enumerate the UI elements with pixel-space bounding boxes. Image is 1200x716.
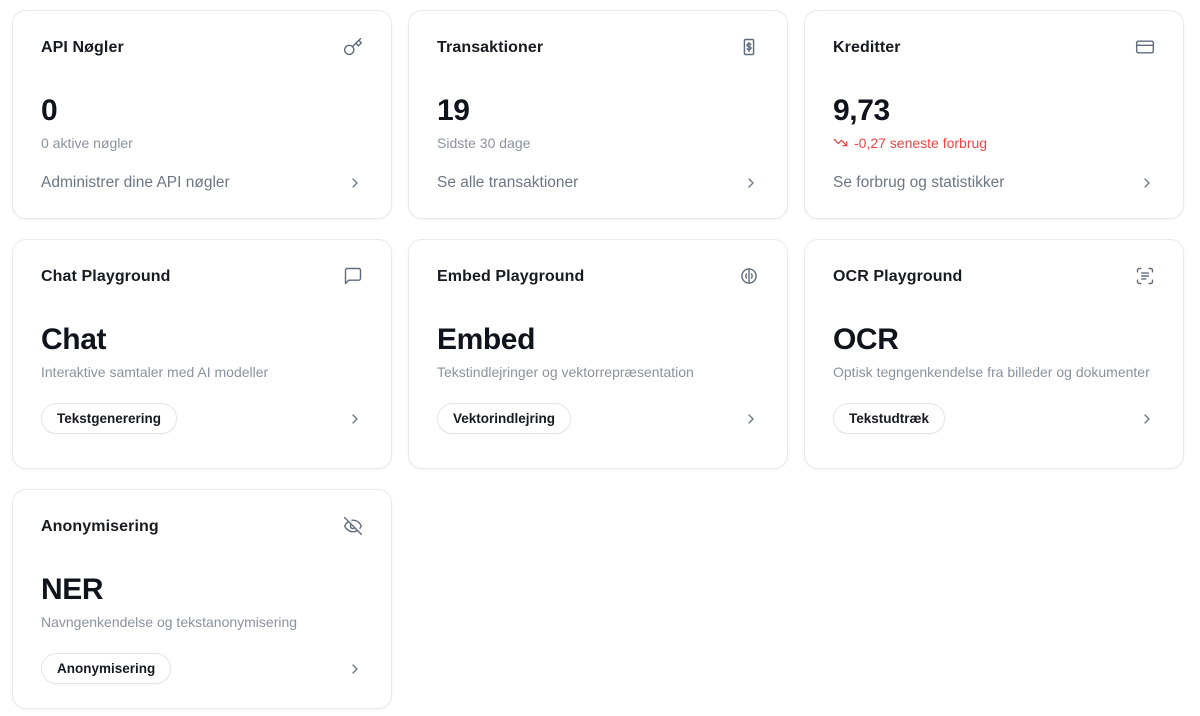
embed-playground-description: Tekstindlejringer og vektorrepræsentatio… <box>437 363 694 380</box>
chevron-right-icon <box>347 175 363 191</box>
scan-text-icon <box>1135 266 1155 286</box>
trending-down-icon <box>833 135 848 150</box>
card-body: NER Navngenkendelse og tekstanonymiserin… <box>41 574 363 631</box>
anonymization-description: Navngenkendelse og tekstanonymisering <box>41 613 298 630</box>
api-keys-subtitle: 0 aktive nøgler <box>41 134 133 151</box>
card-title: OCR Playground <box>833 268 963 285</box>
card-title: Anonymisering <box>41 518 159 535</box>
card-footer: Tekstgenerering <box>41 403 363 435</box>
card-header: Transaktioner <box>437 37 759 57</box>
embed-playground-name: Embed <box>437 323 536 356</box>
card-api-keys: API Nøgler 0 0 aktive nøgler Administrer… <box>12 10 392 219</box>
category-badge: Tekstgenerering <box>41 403 178 435</box>
card-header: Anonymisering <box>41 516 363 536</box>
credits-trend: -0,27 seneste forbrug <box>833 134 1155 153</box>
transactions-view-all-link[interactable]: Se alle transaktioner <box>437 174 759 192</box>
receipt-dollar-icon <box>739 37 759 57</box>
credits-stats-link[interactable]: Se forbrug og statistikker <box>833 174 1155 192</box>
footer-link-label: Se forbrug og statistikker <box>833 174 1005 192</box>
credit-card-icon <box>1135 37 1155 57</box>
card-anonymization[interactable]: Anonymisering NER Navngenkendelse og tek… <box>12 489 392 710</box>
card-transactions: Transaktioner 19 Sidste 30 dage Se alle … <box>408 10 788 219</box>
chevron-right-icon <box>347 661 363 677</box>
card-footer: Anonymisering <box>41 653 363 685</box>
chat-playground-name: Chat <box>41 323 107 356</box>
category-badge: Tekstudtræk <box>833 403 946 435</box>
card-footer: Tekstudtræk <box>833 403 1155 435</box>
card-body: OCR Optisk tegngenkendelse fra billeder … <box>833 324 1155 381</box>
footer-link-label: Administrer dine API nøgler <box>41 174 230 192</box>
card-header: OCR Playground <box>833 266 1155 286</box>
card-title: Kreditter <box>833 39 901 56</box>
card-header: Chat Playground <box>41 266 363 286</box>
footer-link-label: Se alle transaktioner <box>437 174 579 192</box>
card-ocr-playground[interactable]: OCR Playground OCR Optisk tegngenkendels… <box>804 239 1184 469</box>
key-icon <box>343 37 363 57</box>
api-keys-count: 0 <box>41 94 58 127</box>
card-chat-playground[interactable]: Chat Playground Chat Interaktive samtale… <box>12 239 392 469</box>
transactions-count: 19 <box>437 94 470 127</box>
card-header: Kreditter <box>833 39 1155 57</box>
card-embed-playground[interactable]: Embed Playground Embed Tekstindlejringer… <box>408 239 788 469</box>
anonymization-name: NER <box>41 573 104 606</box>
card-header: Embed Playground <box>437 268 759 286</box>
ocr-playground-name: OCR <box>833 323 899 356</box>
credits-trend-text: -0,27 seneste forbrug <box>854 134 988 151</box>
eye-off-icon <box>343 516 363 536</box>
message-square-icon <box>343 266 363 286</box>
chat-playground-description: Interaktive samtaler med AI modeller <box>41 363 269 380</box>
card-body: 0 0 aktive nøgler <box>41 95 363 152</box>
card-body: 19 Sidste 30 dage <box>437 95 759 152</box>
card-title: API Nøgler <box>41 39 124 56</box>
chevron-right-icon <box>347 411 363 427</box>
ocr-playground-description: Optisk tegngenkendelse fra billeder og d… <box>833 363 1150 380</box>
card-body: Embed Tekstindlejringer og vektorrepræse… <box>437 324 759 381</box>
card-body: 9,73 -0,27 seneste forbrug <box>833 95 1155 152</box>
chevron-right-icon <box>743 175 759 191</box>
api-keys-manage-link[interactable]: Administrer dine API nøgler <box>41 174 363 192</box>
transactions-subtitle: Sidste 30 dage <box>437 134 531 151</box>
chevron-right-icon <box>743 411 759 427</box>
card-credits: Kreditter 9,73 -0,27 seneste forbrug Se … <box>804 10 1184 219</box>
chevron-right-icon <box>1139 175 1155 191</box>
card-header: API Nøgler <box>41 37 363 57</box>
card-body: Chat Interaktive samtaler med AI modelle… <box>41 324 363 381</box>
card-title: Chat Playground <box>41 268 171 285</box>
credits-balance: 9,73 <box>833 94 890 127</box>
card-footer: Vektorindlejring <box>437 403 759 435</box>
brain-icon <box>739 266 759 286</box>
card-title: Transaktioner <box>437 39 544 56</box>
category-badge: Anonymisering <box>41 653 172 685</box>
card-title: Embed Playground <box>437 268 585 285</box>
category-badge: Vektorindlejring <box>437 403 572 435</box>
chevron-right-icon <box>1139 411 1155 427</box>
